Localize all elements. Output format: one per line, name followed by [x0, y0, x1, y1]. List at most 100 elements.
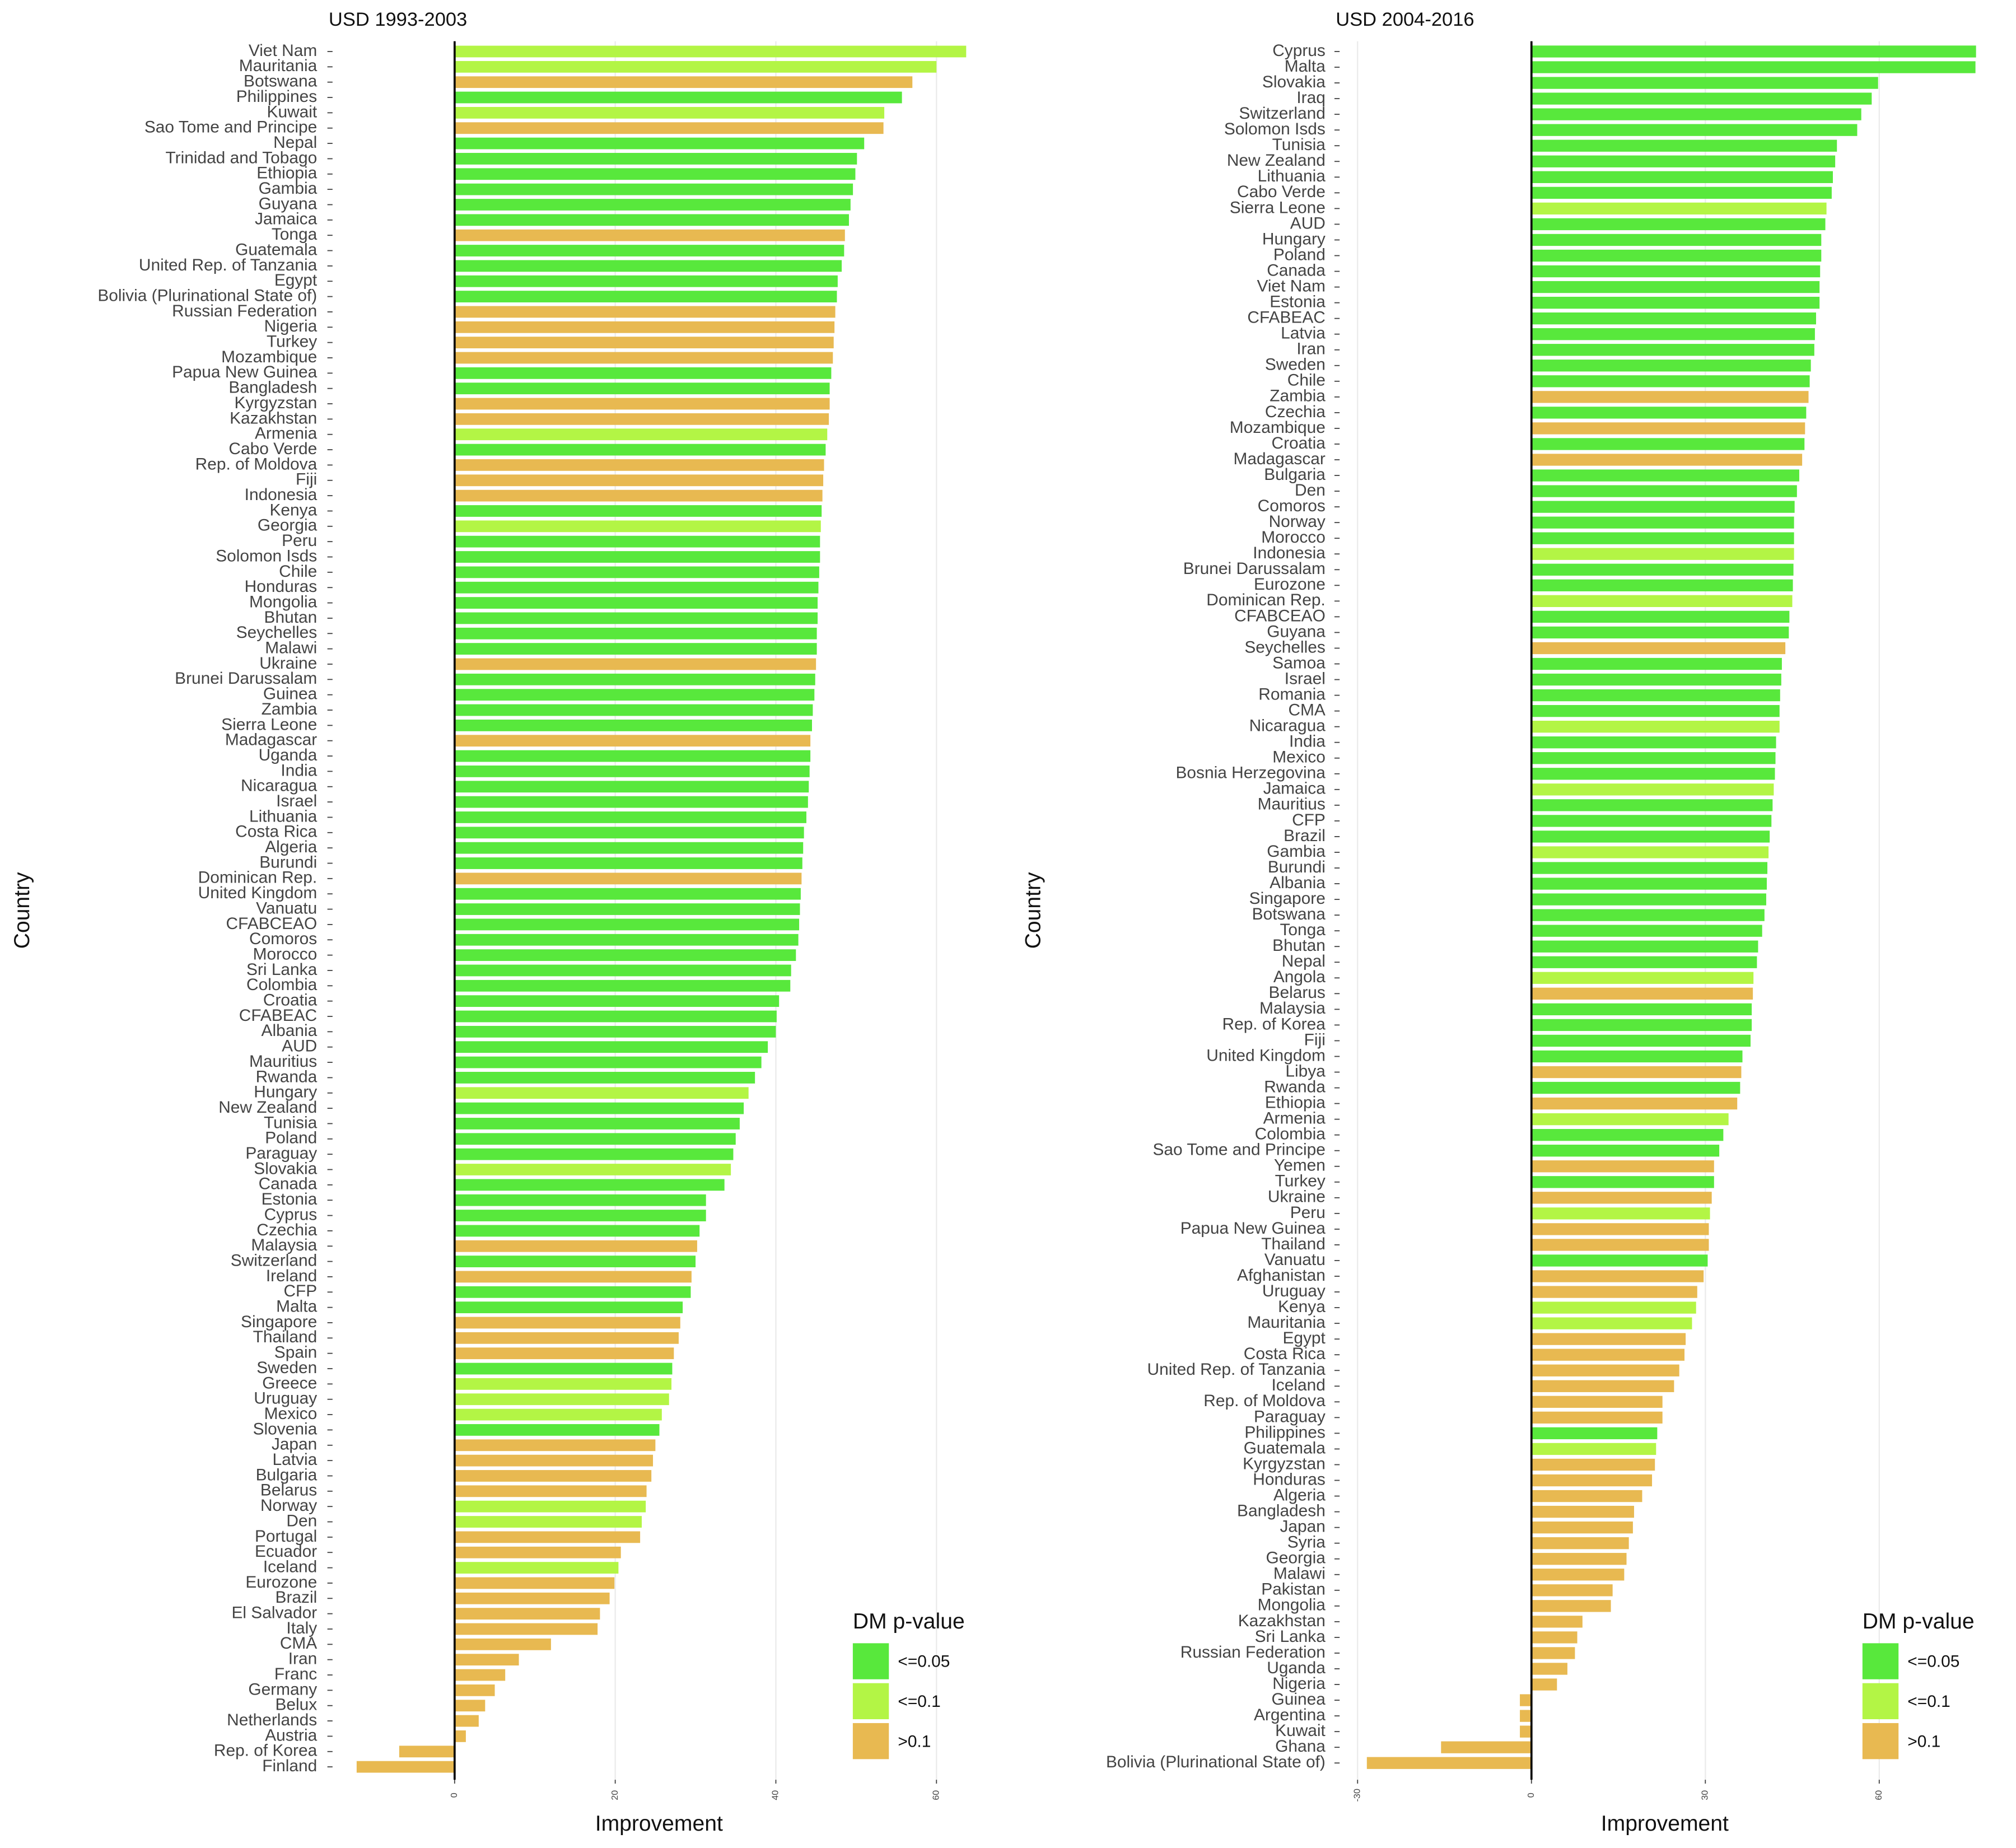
bar: [454, 1393, 669, 1406]
category-label: Philippines: [236, 87, 318, 106]
category-label: Sao Tome and Principe: [1153, 1141, 1326, 1159]
bar: [454, 612, 818, 624]
category-label: Guyana: [259, 194, 318, 213]
category-label: Sweden: [256, 1359, 317, 1377]
category-label: AUD: [282, 1037, 317, 1056]
bar: [454, 566, 819, 578]
bar: [1531, 281, 1820, 293]
category-label: United Kingdom: [198, 884, 318, 902]
bar: [1531, 1254, 1708, 1267]
bar: [454, 1041, 768, 1053]
category-label: Tonga: [1280, 921, 1326, 939]
category-label: Bhutan: [264, 608, 318, 627]
bar: [1531, 249, 1822, 262]
chart-title: USD 2004-2016: [1336, 9, 1474, 30]
category-label: Malawi: [1273, 1565, 1326, 1583]
bar: [454, 1271, 692, 1283]
category-label: Algeria: [265, 838, 317, 856]
category-label: Israel: [276, 792, 317, 810]
category-label: Eurozone: [245, 1573, 317, 1592]
category-label: Burundi: [1268, 858, 1326, 876]
bar: [454, 137, 865, 150]
category-label: Kyrgyzstan: [1243, 1454, 1326, 1473]
category-label: Mozambique: [221, 348, 317, 366]
bar: [1531, 972, 1754, 984]
category-label: Georgia: [1266, 1549, 1326, 1567]
category-label: Mexico: [1272, 748, 1326, 767]
category-label: CFABEAC: [1247, 309, 1325, 327]
bar: [1531, 752, 1776, 764]
bar: [454, 275, 838, 287]
category-label: Ethiopia: [256, 164, 317, 183]
bar: [454, 398, 830, 410]
bar: [454, 627, 817, 640]
bar: [1531, 501, 1795, 513]
bar: [454, 689, 815, 701]
legend-label: <=0.1: [898, 1692, 940, 1711]
category-label: Chile: [1287, 371, 1326, 390]
category-label: Poland: [1273, 245, 1326, 264]
bar: [454, 1623, 598, 1635]
category-label: Nicaragua: [1249, 717, 1326, 735]
category-label: Malaysia: [1259, 999, 1326, 1018]
category-label: Ethiopia: [1265, 1093, 1326, 1112]
bar: [1531, 1427, 1658, 1440]
category-label: Iran: [288, 1650, 317, 1668]
bar: [1531, 108, 1861, 120]
category-label: Zambia: [1270, 387, 1326, 405]
bar: [454, 1286, 691, 1298]
category-label: Viet Nam: [1257, 277, 1326, 295]
bar: [454, 719, 812, 731]
legend-key: [852, 1683, 889, 1720]
bar: [454, 673, 815, 685]
bar: [1531, 768, 1775, 780]
bar: [1531, 1270, 1704, 1282]
bar: [454, 1256, 696, 1267]
bar: [1531, 1129, 1724, 1141]
bar: [356, 1761, 455, 1773]
bar: [454, 643, 817, 655]
bar: [1531, 312, 1816, 325]
category-label: Russian Federation: [172, 302, 317, 320]
bar: [454, 1378, 672, 1390]
category-label: Latvia: [273, 1450, 318, 1469]
category-label: CMA: [280, 1634, 317, 1653]
bar: [1531, 1176, 1714, 1188]
category-label: Nepal: [273, 133, 317, 152]
bar: [1520, 1710, 1532, 1722]
category-label: Jamaica: [255, 210, 318, 228]
category-label: Sierra Leone: [1230, 198, 1326, 217]
bar: [454, 1194, 706, 1206]
category-label: Tonga: [272, 225, 318, 244]
category-label: Cabo Verde: [1237, 183, 1326, 201]
bar: [454, 1301, 683, 1314]
category-label: Thailand: [253, 1328, 318, 1346]
bar: [1366, 1757, 1532, 1769]
category-label: Colombia: [1255, 1125, 1326, 1144]
bar: [1531, 422, 1805, 435]
category-label: Ghana: [1275, 1737, 1326, 1756]
bar: [454, 888, 801, 900]
category-label: Turkey: [1275, 1172, 1326, 1191]
category-label: Dominican Rep.: [1206, 591, 1326, 609]
bar: [454, 1025, 776, 1038]
bar: [454, 1118, 740, 1130]
category-label: Kenya: [270, 501, 318, 519]
category-label: Mongolia: [249, 592, 318, 611]
bar: [454, 1715, 479, 1727]
bar: [1531, 1113, 1729, 1126]
category-label: India: [1289, 732, 1326, 751]
x-tick-label: 0: [449, 1793, 459, 1798]
bar: [1531, 1616, 1583, 1628]
category-label: Bangladesh: [228, 379, 317, 397]
bar: [454, 214, 849, 226]
category-label: Poland: [265, 1129, 317, 1147]
bar: [454, 658, 816, 670]
bar: [1531, 218, 1826, 231]
bar: [454, 735, 811, 747]
category-label: Burundi: [259, 853, 317, 871]
category-label: Guyana: [1267, 622, 1326, 641]
category-label: Rep. of Moldova: [195, 455, 318, 473]
bar: [454, 183, 853, 195]
bar: [454, 979, 791, 992]
